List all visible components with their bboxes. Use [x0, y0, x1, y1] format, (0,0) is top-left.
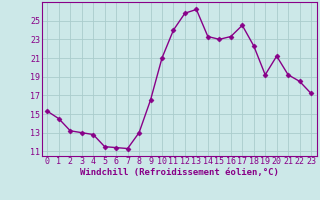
X-axis label: Windchill (Refroidissement éolien,°C): Windchill (Refroidissement éolien,°C) [80, 168, 279, 177]
